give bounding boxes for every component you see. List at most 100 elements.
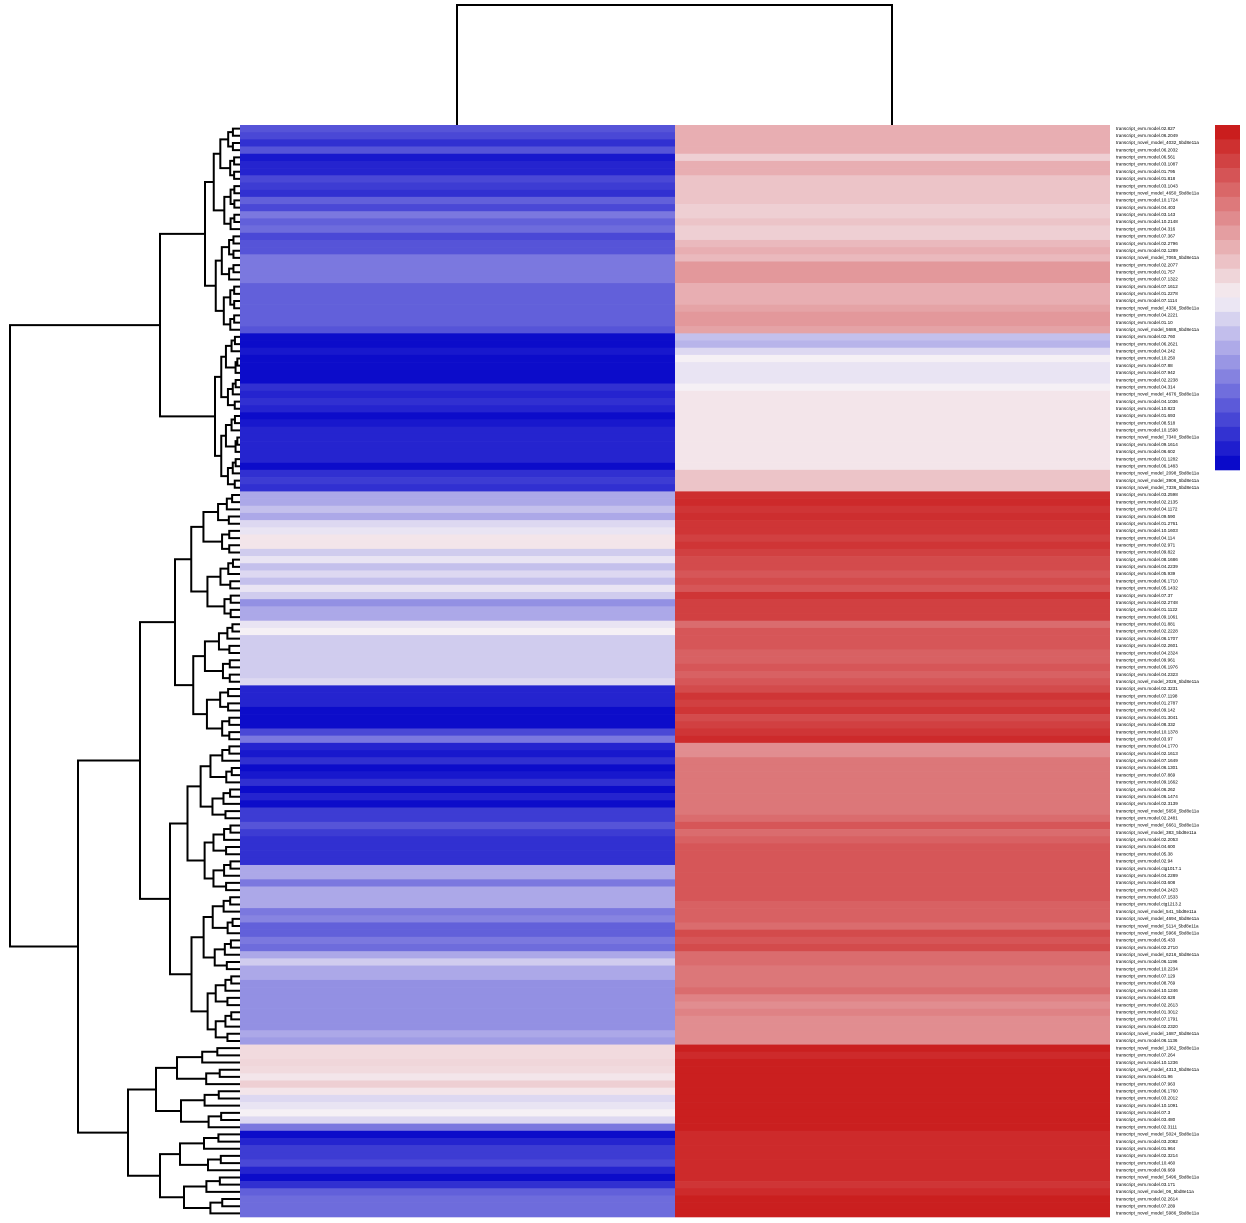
row-label: transcript_novel_model_4032_5bd8e11a	[1116, 140, 1199, 145]
dendrogram-link	[233, 479, 240, 489]
heatmap-cell	[675, 836, 1110, 844]
colorbar-swatch	[1215, 311, 1240, 327]
heatmap-cell	[675, 469, 1110, 478]
row-label: transcript_evm.model.03.1087	[1116, 162, 1178, 167]
row-label: transcript_novel_model_4694_5bd8e11a	[1116, 916, 1199, 921]
dendrogram-link	[233, 300, 240, 310]
heatmap-cell	[240, 1102, 675, 1110]
dendrogram-link	[228, 731, 240, 741]
dendrogram-link	[227, 687, 240, 698]
heatmap-cell	[240, 247, 675, 255]
row-label: transcript_novel_model_7065_5bd8e11a	[1116, 255, 1199, 260]
heatmap-cell	[240, 1116, 675, 1124]
heatmap-cell	[240, 376, 675, 384]
dendrogram-link	[221, 662, 230, 680]
heatmap-cell	[240, 1008, 675, 1017]
heatmap-cell	[675, 908, 1110, 916]
heatmap-cell	[675, 584, 1110, 593]
heatmap-cell	[675, 297, 1110, 305]
heatmap-cell	[240, 1202, 675, 1211]
heatmap-cell	[240, 936, 675, 945]
heatmap-cell	[675, 613, 1110, 622]
heatmap-cell	[240, 944, 675, 952]
heatmap-cell	[240, 419, 675, 428]
heatmap-cell	[240, 893, 675, 902]
dendrogram-link	[233, 156, 240, 166]
dendrogram-link	[223, 195, 231, 225]
heatmap-cell	[675, 160, 1110, 169]
heatmap-cell	[240, 1051, 675, 1060]
heatmap-cell	[675, 153, 1110, 162]
row-label: transcript_evm.model.07.1322	[1116, 277, 1178, 282]
dendrogram-link	[228, 644, 240, 655]
dendrogram-link	[236, 436, 240, 446]
heatmap-cell	[240, 556, 675, 564]
dendrogram-link	[233, 414, 240, 425]
row-label: transcript_novel_model_5114_5bd8e11a	[1116, 923, 1199, 928]
row-label: transcript_evm.model.06.2032	[1116, 147, 1178, 152]
heatmap-cell	[240, 1195, 675, 1203]
heatmap-cell	[240, 829, 675, 837]
dendrogram-link	[205, 698, 223, 730]
heatmap-cell	[675, 800, 1110, 808]
colorbar-swatch	[1215, 125, 1240, 140]
row-label: transcript_novel_model_541_5bd8e11a	[1116, 909, 1197, 914]
heatmap-cell	[240, 139, 675, 147]
heatmap-cell	[675, 750, 1110, 758]
row-label: transcript_evm.model.02.2613	[1116, 1002, 1178, 1007]
row-label: transcript_evm.model.06.1760	[1116, 1088, 1178, 1093]
heatmap-cell	[240, 606, 675, 614]
heatmap-cell	[240, 448, 675, 456]
dendrogram-link	[229, 608, 240, 619]
dendrogram-link	[229, 317, 240, 331]
heatmap-cell	[240, 814, 675, 823]
dendrogram-link	[233, 400, 240, 410]
dendrogram-link	[203, 1093, 240, 1107]
dendrogram-link	[224, 978, 240, 992]
heatmap-cell	[675, 850, 1110, 859]
heatmap-cell	[675, 1102, 1110, 1110]
heatmap-cell	[675, 211, 1110, 219]
dendrogram-link	[209, 754, 227, 778]
row-label: transcript_evm.model.03.608	[1116, 880, 1176, 885]
heatmap-cell	[240, 728, 675, 736]
row-label: transcript_evm.model.04.1172	[1116, 507, 1178, 512]
heatmap-cell	[240, 620, 675, 629]
heatmap-cell	[240, 1087, 675, 1096]
row-label: transcript_evm.model.04.2239	[1116, 564, 1178, 569]
colorbar-swatch	[1215, 355, 1240, 370]
heatmap-cell	[675, 807, 1110, 815]
heatmap-cell	[675, 994, 1110, 1002]
row-label: transcript_novel_model_383_5bd8e11a	[1116, 830, 1197, 835]
dendrogram-link	[203, 640, 223, 672]
heatmap-cell	[240, 671, 675, 679]
dendrogram-link	[221, 720, 230, 737]
row-label: transcript_evm.model.03.1043	[1116, 183, 1178, 188]
dendrogram-link	[214, 984, 228, 1003]
heatmap-cell	[675, 1087, 1110, 1096]
heatmap-cell	[240, 146, 675, 155]
heatmap-cell	[240, 1123, 675, 1132]
colorbar-swatch	[1215, 383, 1240, 399]
row-label: transcript_evm.model.01.693	[1116, 413, 1176, 418]
heatmap-cell	[240, 232, 675, 241]
heatmap-cell	[675, 1051, 1110, 1060]
row-label: transcript_evm.model.01.795	[1116, 169, 1176, 174]
dendrogram-link	[229, 289, 235, 306]
dendrogram-link	[231, 141, 240, 152]
heatmap-cell	[675, 1152, 1110, 1160]
row-label: transcript_evm.model.04.2221	[1116, 313, 1178, 318]
dendrogram-link	[219, 691, 229, 708]
dendrogram-link	[233, 285, 240, 295]
heatmap-cell	[675, 793, 1110, 801]
dendrogram-link	[223, 943, 240, 956]
heatmap-cell	[240, 965, 675, 974]
row-label: transcript_evm.model.09.142	[1116, 708, 1176, 713]
heatmap-cell	[675, 771, 1110, 780]
heatmap-cell	[675, 1145, 1110, 1153]
dendrogram-link	[227, 702, 240, 712]
heatmap-cell	[240, 347, 675, 356]
heatmap-cell	[240, 211, 675, 219]
colorbar-swatch	[1215, 225, 1240, 241]
heatmap-cell	[240, 1080, 675, 1088]
